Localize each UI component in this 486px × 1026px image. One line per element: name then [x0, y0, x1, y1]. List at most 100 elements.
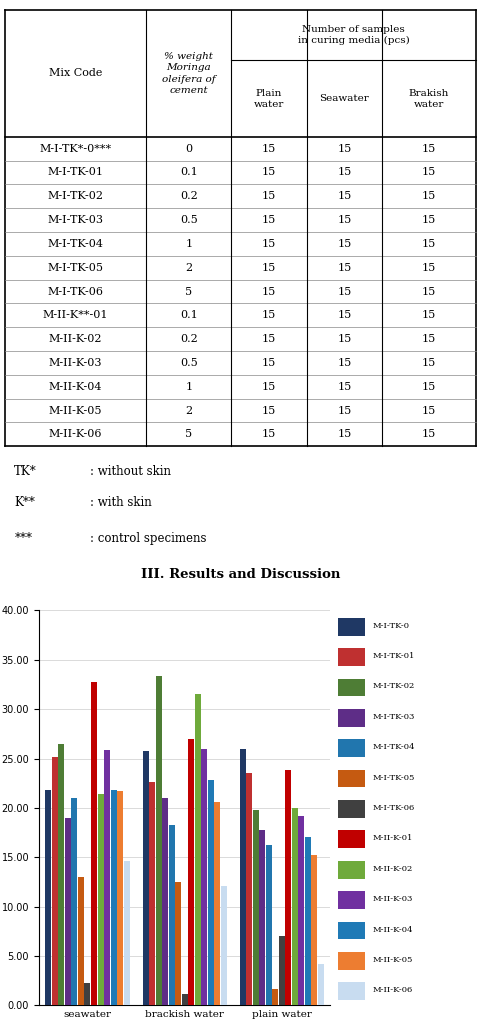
Text: 15: 15	[262, 405, 276, 416]
Text: M-II-K-06: M-II-K-06	[373, 986, 413, 994]
Text: M-I-TK-03: M-I-TK-03	[48, 215, 104, 225]
Text: Seawater: Seawater	[319, 94, 369, 103]
Text: 15: 15	[422, 286, 436, 297]
Bar	[292, 808, 298, 1005]
Bar	[123, 861, 130, 1005]
Bar	[52, 756, 58, 1005]
Text: 15: 15	[337, 286, 351, 297]
Bar	[338, 770, 365, 788]
Bar	[149, 782, 155, 1005]
Text: 15: 15	[422, 215, 436, 225]
Text: 15: 15	[262, 239, 276, 249]
Bar	[240, 749, 246, 1005]
Text: : with skin: : with skin	[90, 497, 152, 509]
Bar	[162, 798, 168, 1005]
Text: 15: 15	[337, 310, 351, 320]
Text: M-I-TK-03: M-I-TK-03	[373, 713, 416, 721]
Bar	[318, 964, 324, 1005]
Text: M-II-K**-01: M-II-K**-01	[43, 310, 108, 320]
Text: 0.2: 0.2	[180, 334, 198, 344]
Text: 0.1: 0.1	[180, 310, 198, 320]
Text: : control specimens: : control specimens	[90, 532, 206, 545]
Text: III. Results and Discussion: III. Results and Discussion	[141, 568, 340, 581]
Text: M-II-K-02: M-II-K-02	[49, 334, 103, 344]
Text: 15: 15	[422, 263, 436, 273]
Bar	[142, 751, 149, 1005]
Text: 15: 15	[337, 430, 351, 439]
Text: M-II-K-04: M-II-K-04	[373, 925, 414, 934]
Text: 2: 2	[185, 263, 192, 273]
Text: 15: 15	[422, 167, 436, 177]
Text: 1: 1	[185, 382, 192, 392]
Bar	[91, 681, 97, 1005]
Bar	[298, 816, 304, 1005]
Bar	[45, 790, 52, 1005]
Bar	[117, 791, 123, 1005]
Bar	[260, 830, 265, 1005]
Text: 15: 15	[337, 239, 351, 249]
Text: 0.2: 0.2	[180, 191, 198, 201]
Text: M-II-K-03: M-II-K-03	[373, 895, 414, 903]
Bar	[338, 952, 365, 970]
Bar	[338, 800, 365, 818]
Text: M-II-K-05: M-II-K-05	[49, 405, 103, 416]
Bar	[71, 798, 77, 1005]
Text: 0.1: 0.1	[180, 167, 198, 177]
Text: K**: K**	[14, 497, 35, 509]
Text: 15: 15	[422, 239, 436, 249]
Text: M-I-TK-06: M-I-TK-06	[48, 286, 104, 297]
Text: M-II-K-05: M-II-K-05	[373, 956, 414, 963]
Bar	[85, 983, 90, 1005]
Bar	[104, 750, 110, 1005]
Text: 15: 15	[337, 215, 351, 225]
Text: 15: 15	[262, 358, 276, 368]
Text: 15: 15	[337, 167, 351, 177]
Text: M-I-TK-02: M-I-TK-02	[373, 682, 415, 690]
Text: Plain
water: Plain water	[254, 88, 284, 109]
Text: 15: 15	[422, 334, 436, 344]
Text: M-I-TK-01: M-I-TK-01	[48, 167, 104, 177]
Text: Number of samples
in curing media (pcs): Number of samples in curing media (pcs)	[298, 26, 410, 45]
Bar	[338, 830, 365, 849]
Text: 15: 15	[337, 358, 351, 368]
Text: M-I-TK-04: M-I-TK-04	[48, 239, 104, 249]
Bar	[201, 749, 207, 1005]
Text: 15: 15	[337, 144, 351, 154]
Bar	[253, 810, 259, 1005]
Text: 0: 0	[185, 144, 192, 154]
Bar	[195, 695, 201, 1005]
Bar	[312, 856, 317, 1005]
Bar	[214, 802, 220, 1005]
Text: 0.5: 0.5	[180, 215, 198, 225]
Text: 15: 15	[422, 358, 436, 368]
Bar	[156, 676, 162, 1005]
Bar	[338, 892, 365, 909]
Text: TK*: TK*	[14, 466, 37, 478]
Text: 15: 15	[337, 263, 351, 273]
Text: M-I-TK*-0***: M-I-TK*-0***	[39, 144, 112, 154]
Bar	[279, 937, 285, 1005]
Text: M-II-K-01: M-II-K-01	[373, 834, 414, 842]
Bar	[182, 993, 188, 1005]
Bar	[338, 709, 365, 726]
Bar	[285, 771, 292, 1005]
Text: 15: 15	[262, 144, 276, 154]
Text: 0.5: 0.5	[180, 358, 198, 368]
Text: M-II-K-02: M-II-K-02	[373, 865, 413, 873]
Text: 15: 15	[422, 144, 436, 154]
Bar	[65, 818, 71, 1005]
Text: 15: 15	[422, 430, 436, 439]
Bar	[338, 648, 365, 666]
Text: M-I-TK-06: M-I-TK-06	[373, 804, 415, 812]
Bar	[338, 861, 365, 878]
Bar	[266, 844, 272, 1005]
Bar	[338, 982, 365, 1000]
Bar	[338, 618, 365, 635]
Text: 15: 15	[262, 167, 276, 177]
Text: 15: 15	[337, 334, 351, 344]
Text: % weight
Moringa
oleifera of
cement: % weight Moringa oleifera of cement	[162, 52, 215, 94]
Text: 15: 15	[422, 405, 436, 416]
Bar	[175, 882, 181, 1005]
Text: 15: 15	[262, 430, 276, 439]
Text: M-I-TK-02: M-I-TK-02	[48, 191, 104, 201]
